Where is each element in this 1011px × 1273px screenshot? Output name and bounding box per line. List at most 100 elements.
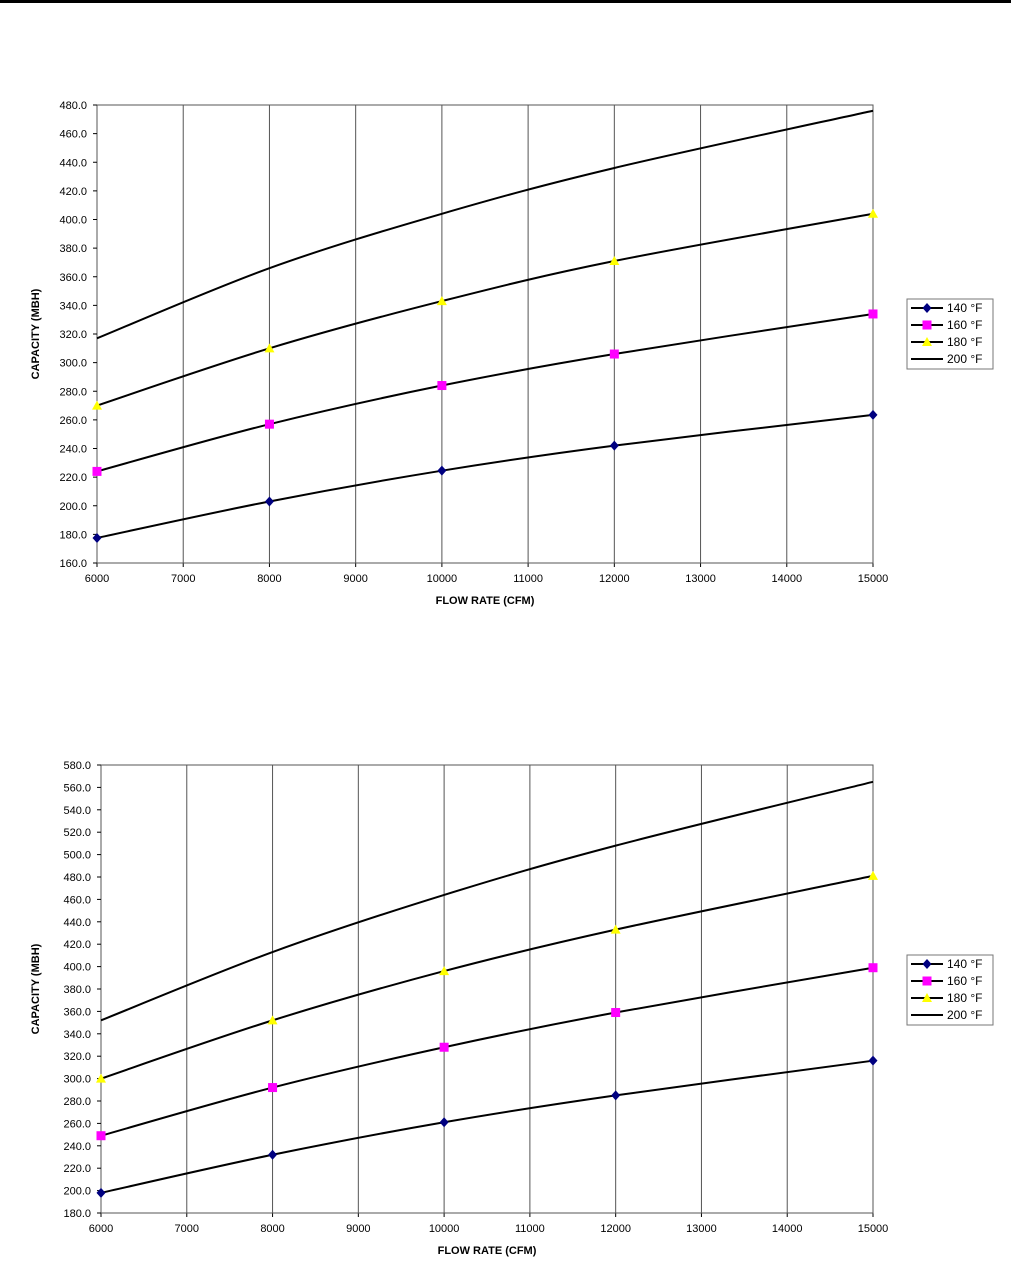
- series-160F-square-marker: [609, 349, 619, 359]
- y-tick-label: 360.0: [63, 1006, 91, 1018]
- y-tick-label: 400.0: [59, 215, 87, 227]
- y-tick-label: 260.0: [63, 1118, 91, 1130]
- x-tick-label: 6000: [85, 573, 109, 585]
- series-180F-triangle-marker: [610, 924, 621, 934]
- y-tick-label: 200.0: [63, 1186, 91, 1198]
- series-160F-square-marker: [611, 1008, 621, 1018]
- x-tick-label: 14000: [772, 1223, 803, 1235]
- series-140F-diamond-marker: [437, 465, 447, 476]
- plot-frame: [96, 104, 874, 564]
- legend-series-140F-diamond-marker: [922, 303, 932, 313]
- y-tick-label: 160.0: [59, 558, 87, 570]
- x-axis-label: FLOW RATE (CFM): [438, 1245, 537, 1257]
- y-tick-label: 420.0: [59, 186, 87, 198]
- legend-label-series-180F: 180 °F: [947, 991, 982, 1005]
- series-140F-diamond-marker: [611, 1090, 621, 1101]
- series-180F-triangle-marker: [439, 966, 450, 976]
- y-tick-label: 440.0: [63, 917, 91, 929]
- legend-box: [906, 954, 994, 1026]
- series-180F-line: [100, 874, 874, 1080]
- x-tick-label: 6000: [89, 1223, 113, 1235]
- y-tick-label: 340.0: [63, 1029, 91, 1041]
- y-tick-label: 460.0: [63, 894, 91, 906]
- x-tick-label: 11000: [513, 573, 543, 585]
- series-160F-line: [96, 312, 874, 473]
- x-tick-label: 15000: [858, 573, 889, 585]
- y-axis-label: CAPACITY (MBH): [30, 288, 42, 379]
- series-160F-square-marker: [439, 1042, 449, 1052]
- legend-series-160F-square-marker: [922, 320, 932, 330]
- x-tick-label: 12000: [599, 573, 630, 585]
- y-tick-label: 420.0: [63, 939, 91, 951]
- series-140F-line: [96, 413, 874, 539]
- x-tick-label: 15000: [858, 1223, 889, 1235]
- y-tick-label: 300.0: [59, 358, 87, 370]
- y-tick-label: 260.0: [59, 415, 87, 427]
- series-140F-diamond-marker: [439, 1117, 449, 1128]
- series-180F-triangle-marker: [868, 870, 878, 880]
- x-tick-label: 13000: [686, 1223, 717, 1235]
- series-180F-triangle-marker: [868, 208, 878, 218]
- y-tick-label: 580.0: [63, 760, 91, 772]
- x-tick-label: 14000: [771, 573, 802, 585]
- y-tick-label: 240.0: [59, 444, 87, 456]
- series-160F-square-marker: [92, 466, 102, 476]
- legend-label-series-180F: 180 °F: [947, 335, 982, 349]
- series-160F-line: [100, 966, 874, 1137]
- series-140F-diamond-marker: [868, 409, 878, 420]
- y-tick-label: 340.0: [59, 300, 87, 312]
- series-180F-triangle-marker: [436, 296, 447, 306]
- x-tick-label: 13000: [685, 573, 716, 585]
- series-180F-triangle-marker: [609, 256, 620, 266]
- series-180F-triangle-marker: [96, 1073, 106, 1083]
- x-tick-label: 10000: [427, 573, 458, 585]
- series-140F-diamond-marker: [264, 496, 274, 507]
- series-180F-triangle-marker: [92, 400, 102, 410]
- legend-label-series-160F: 160 °F: [947, 974, 982, 988]
- x-tick-label: 10000: [429, 1223, 460, 1235]
- y-tick-label: 380.0: [59, 243, 87, 255]
- y-tick-label: 280.0: [63, 1096, 91, 1108]
- x-tick-label: 8000: [257, 573, 281, 585]
- y-tick-label: 280.0: [59, 386, 87, 398]
- y-tick-label: 400.0: [63, 962, 91, 974]
- series-180F-line: [96, 212, 874, 407]
- legend-series-140F-diamond-marker: [922, 959, 932, 969]
- series-180F-triangle-marker: [267, 1015, 278, 1025]
- y-tick-label: 240.0: [63, 1141, 91, 1153]
- series-140F-diamond-marker: [96, 1187, 106, 1198]
- x-tick-label: 11000: [515, 1223, 545, 1235]
- x-tick-label: 12000: [600, 1223, 631, 1235]
- chart-2: 6000 7000 8000 9000 10000 11000 12000 13000 1400…: [30, 760, 994, 1257]
- y-tick-label: 500.0: [63, 850, 91, 862]
- series-160F-square-marker: [437, 381, 447, 391]
- legend-series-180F-triangle-marker: [922, 993, 932, 1002]
- y-tick-label: 380.0: [63, 984, 91, 996]
- series-160F-square-marker: [868, 309, 878, 319]
- y-tick-label: 440.0: [59, 157, 87, 169]
- y-tick-label: 320.0: [63, 1051, 91, 1063]
- legend-label-series-140F: 140 °F: [947, 957, 982, 971]
- y-tick-label: 180.0: [63, 1208, 91, 1220]
- y-tick-label: 480.0: [63, 872, 91, 884]
- series-180F-triangle-marker: [264, 343, 275, 353]
- x-axis-label: FLOW RATE (CFM): [436, 595, 535, 607]
- series-140F-diamond-marker: [609, 440, 619, 451]
- legend-label-series-160F: 160 °F: [947, 318, 982, 332]
- legend-label-series-200F: 200 °F: [947, 1008, 982, 1022]
- x-tick-label: 7000: [175, 1223, 199, 1235]
- y-tick-label: 180.0: [59, 529, 87, 541]
- legend-box: [906, 298, 994, 370]
- series-200F-line: [100, 780, 874, 1022]
- series-140F-line: [100, 1059, 874, 1194]
- series-140F-diamond-marker: [268, 1149, 278, 1160]
- x-tick-label: 9000: [343, 573, 367, 585]
- y-tick-label: 480.0: [59, 100, 87, 112]
- page-top-rule: [0, 0, 1011, 3]
- x-tick-label: 7000: [171, 573, 195, 585]
- y-tick-label: 360.0: [59, 272, 87, 284]
- y-tick-label: 520.0: [63, 827, 91, 839]
- legend-series-160F-square-marker: [922, 976, 932, 986]
- legend-label-series-200F: 200 °F: [947, 352, 982, 366]
- series-140F-diamond-marker: [868, 1055, 878, 1066]
